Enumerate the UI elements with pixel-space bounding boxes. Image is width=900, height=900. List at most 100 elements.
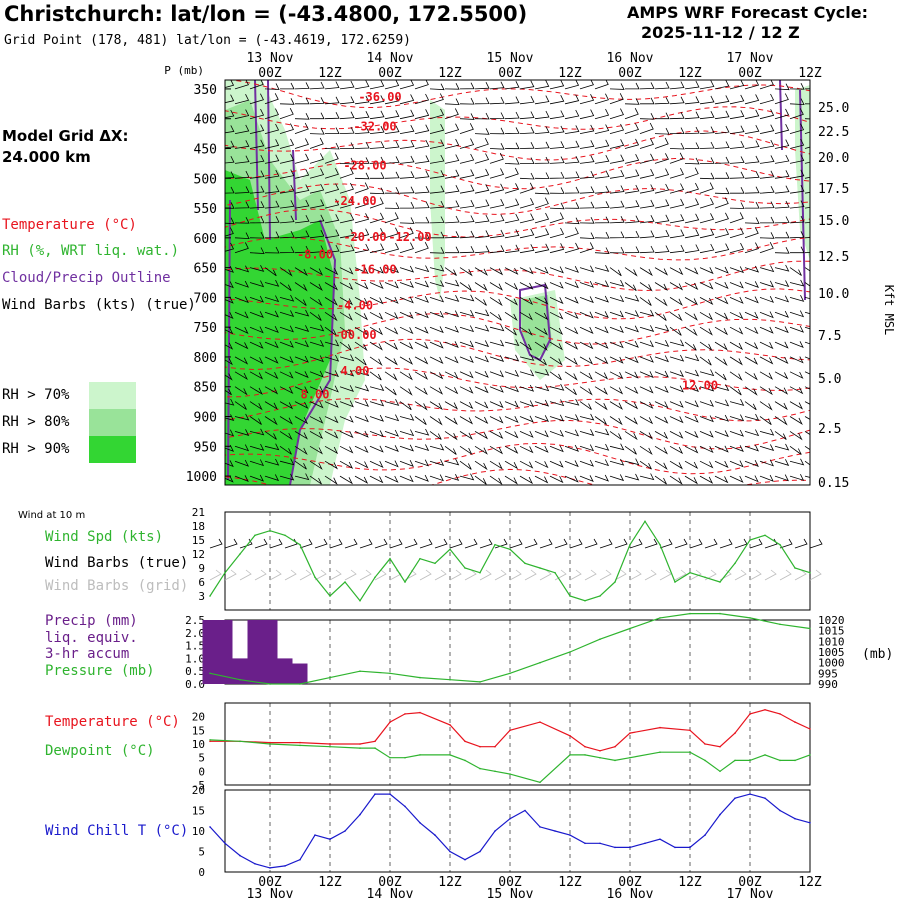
wind-barb — [534, 243, 550, 254]
wind-barb — [504, 142, 520, 150]
wind-barb — [759, 93, 775, 105]
wind-barb — [415, 216, 430, 224]
wind-barb-true — [209, 538, 223, 549]
wind-barb — [489, 143, 505, 150]
pressure-tick-label-right: 995 — [818, 667, 838, 680]
wind-barb — [225, 202, 235, 209]
wind-barb — [225, 327, 234, 335]
wind-barb-true — [509, 538, 523, 549]
wind-barb — [729, 311, 744, 320]
wind-barb — [669, 339, 685, 347]
wind-barb — [534, 384, 550, 392]
wind-barb — [294, 460, 307, 470]
legend-wind-barbs: Wind Barbs (kts) (true) — [2, 297, 196, 313]
wind-barb — [639, 460, 652, 470]
wind-barb — [429, 474, 444, 482]
wind-barb — [384, 386, 397, 396]
dewpoint-line-point — [689, 751, 691, 753]
pressure-tick-label: 650 — [194, 262, 217, 277]
wind-barb — [594, 341, 609, 349]
pressure-line-point — [419, 676, 421, 679]
wind-barb — [399, 444, 414, 452]
height-tick-label: 2.5 — [818, 422, 841, 437]
wind-barb — [534, 110, 550, 120]
wind-barb — [354, 326, 368, 336]
wind-barb — [579, 140, 595, 149]
wind-barb — [234, 80, 249, 90]
wind-barb — [279, 123, 294, 134]
wind-barb — [609, 216, 625, 224]
wind-barb — [294, 401, 309, 409]
wind-barb — [684, 341, 697, 351]
dewpoint-line-point — [449, 754, 451, 756]
dewpoint-line-point — [269, 743, 271, 745]
wind-speed-line-point — [719, 581, 721, 583]
wind-speed-line-point — [524, 562, 526, 565]
wind-barb — [369, 282, 384, 290]
wind-barb — [549, 371, 562, 381]
wind-barb — [234, 170, 250, 179]
wind-barb — [354, 172, 370, 180]
time-date-label-bottom: 17 Nov — [727, 887, 774, 900]
rh-70-swatch — [89, 382, 136, 409]
wind-speed-line-point — [239, 553, 241, 555]
wind-barb — [294, 340, 309, 348]
wind-barb — [624, 310, 640, 318]
wind-barb — [744, 186, 760, 194]
wind-barb — [774, 185, 790, 194]
wind-barb — [504, 475, 518, 485]
wind-barb — [534, 356, 547, 366]
temperature-line-point — [329, 743, 331, 745]
wind-barb — [759, 474, 774, 482]
wind-barb — [309, 199, 325, 209]
wind-barb — [399, 281, 415, 289]
pressure-tick-label: 1000 — [186, 470, 217, 485]
wind-barb — [414, 280, 430, 288]
wind-barb — [519, 267, 534, 275]
dewpoint-line-point — [464, 759, 466, 762]
height-tick-label: 7.5 — [818, 329, 841, 344]
time-date-label-top: 17 Nov — [727, 51, 774, 66]
wind-barb — [234, 429, 250, 436]
wind-barb — [234, 265, 250, 273]
wind-barb — [429, 185, 445, 194]
wind-barb — [639, 122, 654, 134]
wind-speed-line-point — [644, 520, 646, 523]
wind-chill-panel-frame — [224, 789, 811, 873]
time-hour-label-bottom: 00Z — [378, 875, 402, 890]
wind-barb — [384, 80, 400, 90]
precip-bar — [217, 620, 233, 684]
precip-legend-3: 3-hr accum — [45, 646, 130, 662]
wind-barb — [474, 97, 490, 105]
wind-barb — [804, 401, 810, 405]
wind-barb — [414, 242, 429, 254]
time-hour-label-bottom: 12Z — [318, 875, 342, 890]
wind-barb — [669, 152, 684, 164]
pressure-tick-label: 450 — [194, 142, 217, 157]
wind-barb — [729, 110, 745, 120]
wind-barb — [609, 123, 625, 134]
wind-barb — [564, 140, 580, 149]
wind-barb-grid — [419, 569, 432, 581]
wind-barb — [714, 243, 730, 254]
wind-barb — [789, 445, 802, 455]
wind-barb — [639, 168, 655, 179]
wind-chill-line-point — [449, 850, 451, 853]
wind-barb — [519, 460, 534, 469]
wind-barb — [579, 186, 595, 194]
wind-chill-line-point — [599, 842, 601, 845]
wind-barb — [324, 142, 340, 150]
wind-barb — [684, 415, 699, 423]
temperature-tick-label: 0 — [198, 765, 205, 778]
wind-barb — [519, 172, 535, 180]
wind-barb — [759, 416, 772, 426]
temperature-contour — [225, 442, 810, 475]
wind-barb — [729, 356, 743, 366]
wind-barb — [354, 430, 369, 438]
wind-barb — [504, 400, 519, 408]
wind-barb — [549, 125, 565, 134]
wind-speed-tick-label: 9 — [198, 562, 205, 575]
wind-barb — [225, 186, 235, 194]
wind-barb — [489, 311, 502, 321]
wind-barb — [279, 98, 295, 105]
